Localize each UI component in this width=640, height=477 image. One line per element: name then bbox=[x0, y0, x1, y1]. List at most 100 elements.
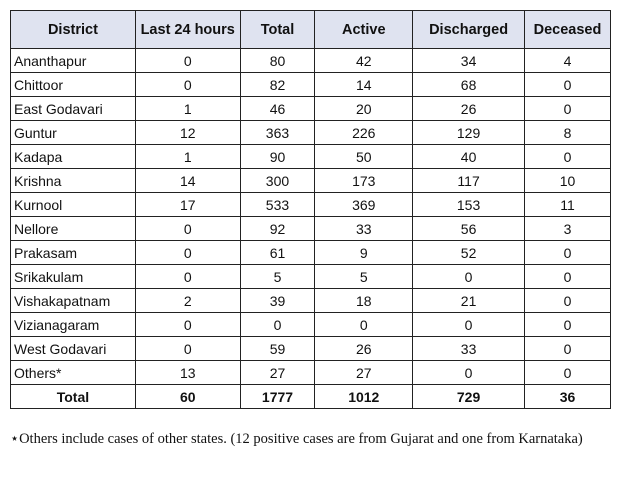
table-cell: 5 bbox=[314, 264, 414, 289]
table-cell: 50 bbox=[314, 144, 414, 169]
table-row: Kurnool 17 533 369 153 11 bbox=[10, 192, 611, 217]
total-cell: 60 bbox=[134, 384, 241, 409]
total-cell: 1012 bbox=[314, 384, 414, 409]
table-cell: 117 bbox=[412, 168, 525, 193]
table-cell: 300 bbox=[239, 168, 316, 193]
table-cell: 153 bbox=[412, 192, 525, 217]
covid-table: District Last 24 hours Total Active Discharg… bbox=[10, 10, 611, 409]
table-cell: 1 bbox=[134, 96, 241, 121]
district-name: Nellore bbox=[10, 216, 136, 241]
table-cell: 46 bbox=[239, 96, 316, 121]
header-cell: Active bbox=[314, 10, 414, 49]
table-cell: 33 bbox=[314, 216, 414, 241]
table-cell: 56 bbox=[412, 216, 525, 241]
table-cell: 27 bbox=[314, 360, 414, 385]
table-cell: 12 bbox=[134, 120, 241, 145]
table-cell: 39 bbox=[239, 288, 316, 313]
header-cell: Discharged bbox=[412, 10, 525, 49]
table-row: Kadapa 1 90 50 40 0 bbox=[10, 144, 611, 169]
table-row: Vishakapatnam 2 39 18 21 0 bbox=[10, 288, 611, 313]
table-cell: 40 bbox=[412, 144, 525, 169]
header-cell: Last 24 hours bbox=[134, 10, 241, 49]
table-cell: 0 bbox=[524, 312, 611, 337]
header-cell: Deceased bbox=[524, 10, 611, 49]
table-body: Ananthapur 0 80 42 34 4 Chittoor 0 82 14 68 0 East G… bbox=[10, 48, 611, 409]
district-name: Kurnool bbox=[10, 192, 136, 217]
table-cell: 26 bbox=[314, 336, 414, 361]
table-cell: 0 bbox=[134, 312, 241, 337]
table-cell: 0 bbox=[134, 216, 241, 241]
table-cell: 14 bbox=[134, 168, 241, 193]
table-row: Nellore 0 92 33 56 3 bbox=[10, 216, 611, 241]
table-cell: 11 bbox=[524, 192, 611, 217]
table-cell: 0 bbox=[134, 72, 241, 97]
table-cell: 20 bbox=[314, 96, 414, 121]
table-cell: 369 bbox=[314, 192, 414, 217]
table-cell: 0 bbox=[134, 240, 241, 265]
table-row: West Godavari 0 59 26 33 0 bbox=[10, 336, 611, 361]
table-row: Chittoor 0 82 14 68 0 bbox=[10, 72, 611, 97]
table-cell: 0 bbox=[524, 336, 611, 361]
table-cell: 2 bbox=[134, 288, 241, 313]
table-cell: 226 bbox=[314, 120, 414, 145]
table-cell: 27 bbox=[239, 360, 316, 385]
table-cell: 363 bbox=[239, 120, 316, 145]
district-name: Srikakulam bbox=[10, 264, 136, 289]
table-cell: 0 bbox=[134, 264, 241, 289]
total-cell: 1777 bbox=[239, 384, 316, 409]
table-cell: 129 bbox=[412, 120, 525, 145]
table-cell: 13 bbox=[134, 360, 241, 385]
table-cell: 80 bbox=[239, 48, 316, 73]
district-name: Krishna bbox=[10, 168, 136, 193]
table-cell: 0 bbox=[524, 288, 611, 313]
table-cell: 0 bbox=[524, 96, 611, 121]
table-cell: 1 bbox=[134, 144, 241, 169]
district-name: Others* bbox=[10, 360, 136, 385]
table-cell: 61 bbox=[239, 240, 316, 265]
table-cell: 92 bbox=[239, 216, 316, 241]
district-name: Vishakapatnam bbox=[10, 288, 136, 313]
table-cell: 0 bbox=[524, 360, 611, 385]
table-cell: 82 bbox=[239, 72, 316, 97]
header-cell: Total bbox=[239, 10, 316, 49]
table-cell: 21 bbox=[412, 288, 525, 313]
table-cell: 0 bbox=[134, 48, 241, 73]
table-row: Others* 13 27 27 0 0 bbox=[10, 360, 611, 385]
district-name: West Godavari bbox=[10, 336, 136, 361]
district-name: Guntur bbox=[10, 120, 136, 145]
table-cell: 5 bbox=[239, 264, 316, 289]
table-row: East Godavari 1 46 20 26 0 bbox=[10, 96, 611, 121]
table-cell: 0 bbox=[314, 312, 414, 337]
table-row: Prakasam 0 61 9 52 0 bbox=[10, 240, 611, 265]
table-cell: 0 bbox=[239, 312, 316, 337]
total-cell: Total bbox=[10, 384, 136, 409]
header-row: District Last 24 hours Total Active Discharg… bbox=[10, 10, 611, 49]
table-cell: 0 bbox=[524, 144, 611, 169]
table-cell: 0 bbox=[134, 336, 241, 361]
table-cell: 10 bbox=[524, 168, 611, 193]
table-cell: 0 bbox=[412, 312, 525, 337]
footnote: ⋆Others include cases of other states. (… bbox=[10, 431, 583, 447]
table-cell: 0 bbox=[412, 264, 525, 289]
table-cell: 0 bbox=[524, 240, 611, 265]
table-cell: 52 bbox=[412, 240, 525, 265]
table-cell: 42 bbox=[314, 48, 414, 73]
district-name: East Godavari bbox=[10, 96, 136, 121]
table-cell: 17 bbox=[134, 192, 241, 217]
table-cell: 173 bbox=[314, 168, 414, 193]
table-cell: 18 bbox=[314, 288, 414, 313]
table-cell: 33 bbox=[412, 336, 525, 361]
table-cell: 0 bbox=[524, 264, 611, 289]
district-name: Kadapa bbox=[10, 144, 136, 169]
table-cell: 59 bbox=[239, 336, 316, 361]
table-cell: 0 bbox=[524, 72, 611, 97]
table-row: Krishna 14 300 173 117 10 bbox=[10, 168, 611, 193]
table-cell: 4 bbox=[524, 48, 611, 73]
table-cell: 14 bbox=[314, 72, 414, 97]
table-row: Vizianagaram 0 0 0 0 0 bbox=[10, 312, 611, 337]
table-cell: 34 bbox=[412, 48, 525, 73]
table-cell: 26 bbox=[412, 96, 525, 121]
table-row: Guntur 12 363 226 129 8 bbox=[10, 120, 611, 145]
table-cell: 8 bbox=[524, 120, 611, 145]
